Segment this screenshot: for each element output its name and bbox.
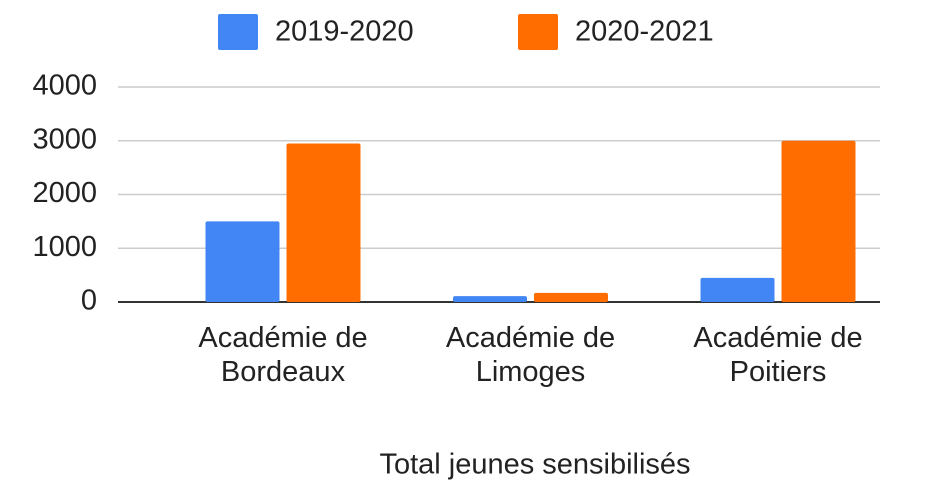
bar bbox=[781, 140, 856, 302]
x-axis-title: Total jeunes sensibilisés bbox=[379, 449, 690, 481]
legend-swatch bbox=[218, 14, 258, 50]
x-tick-label: Académie de Limoges bbox=[445, 322, 616, 388]
y-tick-label: 1000 bbox=[32, 231, 97, 263]
bar bbox=[534, 292, 608, 302]
legend-label: 2020-2021 bbox=[575, 16, 714, 48]
bar bbox=[700, 277, 775, 302]
y-tick-label: 0 bbox=[81, 285, 97, 317]
y-tick-label: 2000 bbox=[32, 177, 97, 209]
legend-label: 2019-2020 bbox=[275, 16, 414, 48]
x-tick-label: Académie de Bordeaux bbox=[198, 322, 368, 388]
bar bbox=[286, 143, 361, 302]
x-tick-label: Académie de Poitiers bbox=[693, 322, 863, 388]
bar bbox=[453, 296, 527, 302]
legend-swatch bbox=[518, 14, 558, 50]
y-tick-label: 3000 bbox=[32, 123, 97, 155]
y-tick-label: 4000 bbox=[32, 70, 97, 102]
bar bbox=[205, 221, 280, 302]
